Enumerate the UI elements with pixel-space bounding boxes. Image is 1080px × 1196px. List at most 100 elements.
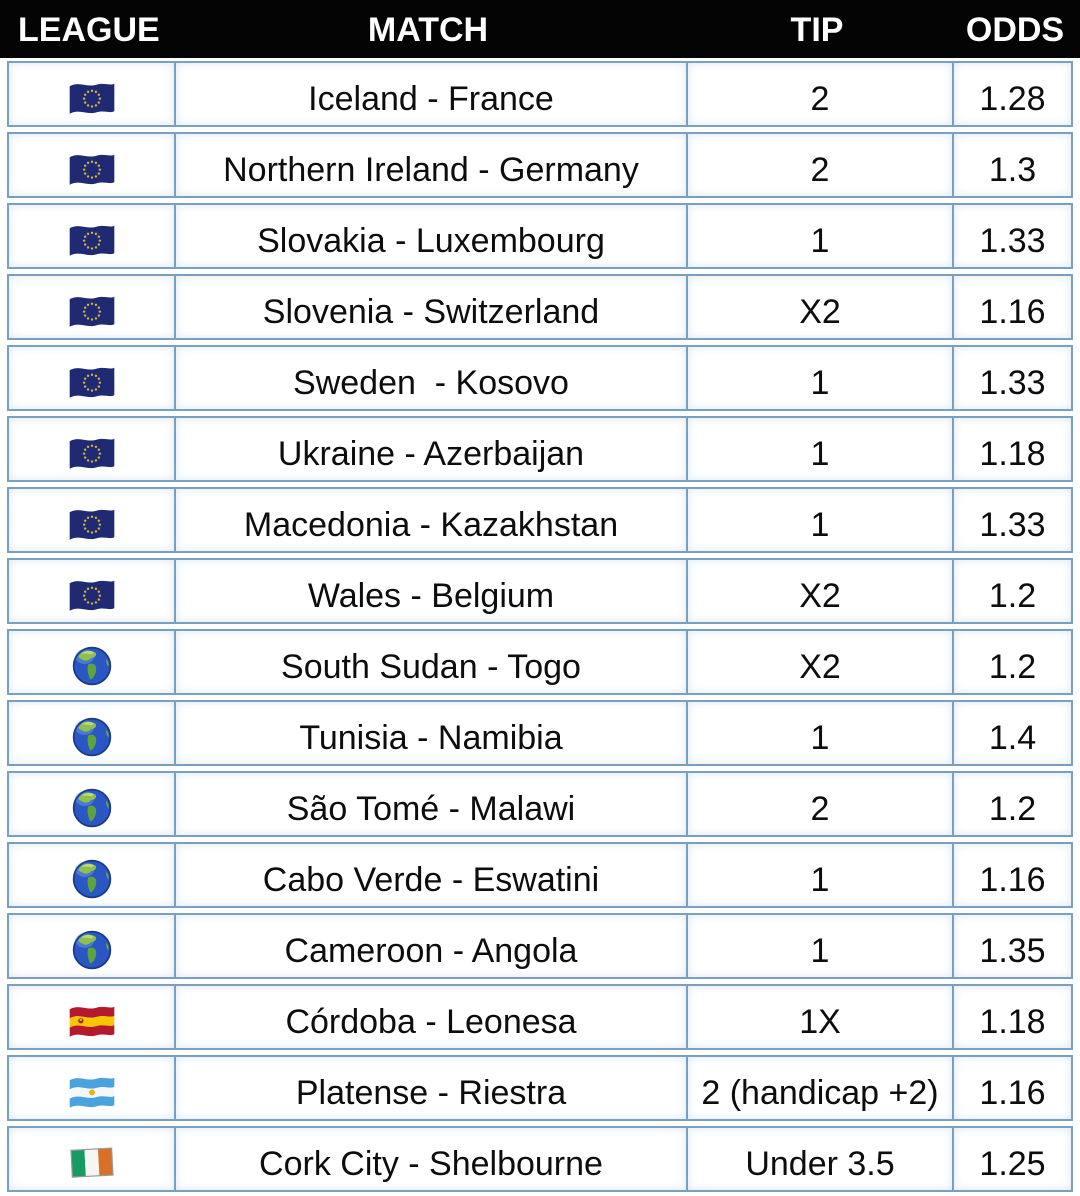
match-cell: Cameroon - Angola	[174, 915, 686, 977]
tip-label: 1	[810, 932, 830, 970]
league-cell	[9, 418, 174, 480]
eu-flag-icon	[65, 361, 119, 403]
match-label: Northern Ireland - Germany	[223, 151, 639, 189]
tip-cell: 1	[686, 702, 952, 764]
odds-cell: 1.4	[952, 702, 1071, 764]
league-cell	[9, 63, 174, 125]
table-row: Iceland - France 2 1.28	[7, 61, 1073, 127]
table-row: Sweden - Kosovo 1 1.33	[7, 345, 1073, 411]
table-row: South Sudan - Togo X2 1.2	[7, 629, 1073, 695]
table-row: Slovenia - Switzerland X2 1.16	[7, 274, 1073, 340]
odds-cell: 1.33	[952, 205, 1071, 267]
odds-cell: 1.18	[952, 418, 1071, 480]
tip-cell: X2	[686, 631, 952, 693]
odds-label: 1.18	[979, 1003, 1046, 1041]
odds-label: 1.2	[988, 577, 1037, 615]
eu-flag-icon	[65, 219, 119, 261]
odds-cell: 1.18	[952, 986, 1071, 1048]
header-tip: TIP	[790, 11, 844, 49]
odds-label: 1.35	[979, 932, 1046, 970]
globe-icon	[65, 716, 119, 758]
league-cell	[9, 631, 174, 693]
match-cell: Cork City - Shelbourne	[174, 1128, 686, 1190]
odds-cell: 1.28	[952, 63, 1071, 125]
match-label: Ukraine - Azerbaijan	[277, 435, 585, 473]
match-cell: Northern Ireland - Germany	[174, 134, 686, 196]
odds-label: 1.4	[988, 719, 1037, 757]
match-label: Platense - Riestra	[295, 1074, 567, 1112]
match-label: Sweden - Kosovo	[293, 364, 569, 402]
odds-label: 1.33	[979, 506, 1046, 544]
tip-cell: X2	[686, 560, 952, 622]
tip-label: 2	[810, 80, 830, 118]
tip-label: X2	[799, 648, 841, 686]
table-row: Macedonia - Kazakhstan 1 1.33	[7, 487, 1073, 553]
league-cell	[9, 915, 174, 977]
league-cell	[9, 986, 174, 1048]
table-row: Ukraine - Azerbaijan 1 1.18	[7, 416, 1073, 482]
odds-label: 1.3	[988, 151, 1037, 189]
odds-cell: 1.2	[952, 631, 1071, 693]
league-cell	[9, 844, 174, 906]
match-label: São Tomé - Malawi	[286, 790, 576, 828]
match-cell: Slovakia - Luxembourg	[174, 205, 686, 267]
table-row: Slovakia - Luxembourg 1 1.33	[7, 203, 1073, 269]
globe-icon	[65, 929, 119, 971]
match-cell: São Tomé - Malawi	[174, 773, 686, 835]
match-label: Wales - Belgium	[307, 577, 555, 615]
tip-label: 2 (handicap +2)	[701, 1074, 939, 1112]
tip-cell: 2	[686, 773, 952, 835]
table-row: Córdoba - Leonesa 1X 1.18	[7, 984, 1073, 1050]
odds-label: 1.16	[979, 293, 1046, 331]
odds-cell: 1.3	[952, 134, 1071, 196]
tip-cell: 1X	[686, 986, 952, 1048]
tip-label: 1	[810, 435, 830, 473]
league-cell	[9, 205, 174, 267]
tip-cell: 2	[686, 134, 952, 196]
table-row: Northern Ireland - Germany 2 1.3	[7, 132, 1073, 198]
league-cell	[9, 702, 174, 764]
globe-icon	[65, 787, 119, 829]
eu-flag-icon	[65, 432, 119, 474]
header-match: MATCH	[367, 11, 489, 49]
ireland-flag-icon	[65, 1142, 119, 1184]
tip-cell: 1	[686, 205, 952, 267]
odds-cell: 1.16	[952, 844, 1071, 906]
match-label: Slovakia - Luxembourg	[257, 222, 605, 260]
header-odds: ODDS	[965, 11, 1065, 49]
odds-label: 1.25	[979, 1145, 1046, 1183]
globe-icon	[65, 858, 119, 900]
match-cell: Iceland - France	[174, 63, 686, 125]
match-cell: Ukraine - Azerbaijan	[174, 418, 686, 480]
tip-label: 1	[810, 364, 830, 402]
tip-cell: 2 (handicap +2)	[686, 1057, 952, 1119]
tip-label: 1X	[799, 1003, 841, 1041]
table-row: Cabo Verde - Eswatini 1 1.16	[7, 842, 1073, 908]
match-cell: Wales - Belgium	[174, 560, 686, 622]
league-cell	[9, 773, 174, 835]
odds-cell: 1.2	[952, 773, 1071, 835]
match-label: Cameroon - Angola	[284, 932, 578, 970]
match-cell: South Sudan - Togo	[174, 631, 686, 693]
tip-label: 1	[810, 222, 830, 260]
match-label: Cork City - Shelbourne	[259, 1145, 603, 1183]
spain-flag-icon	[65, 1000, 119, 1042]
odds-cell: 1.33	[952, 347, 1071, 409]
tip-label: X2	[799, 293, 841, 331]
tip-cell: 1	[686, 915, 952, 977]
odds-cell: 1.16	[952, 276, 1071, 338]
match-label: Cabo Verde - Eswatini	[262, 861, 600, 899]
tip-label: 1	[810, 861, 830, 899]
odds-label: 1.28	[979, 80, 1046, 118]
tip-cell: 2	[686, 63, 952, 125]
odds-label: 1.18	[979, 435, 1046, 473]
argentina-flag-icon	[65, 1071, 119, 1113]
tip-label: Under 3.5	[745, 1145, 895, 1183]
match-label: Macedonia - Kazakhstan	[243, 506, 619, 544]
match-label: South Sudan - Togo	[281, 648, 581, 686]
tip-cell: Under 3.5	[686, 1128, 952, 1190]
table-row: Platense - Riestra 2 (handicap +2) 1.16	[7, 1055, 1073, 1121]
eu-flag-icon	[65, 290, 119, 332]
tip-cell: 1	[686, 418, 952, 480]
odds-cell: 1.33	[952, 489, 1071, 551]
